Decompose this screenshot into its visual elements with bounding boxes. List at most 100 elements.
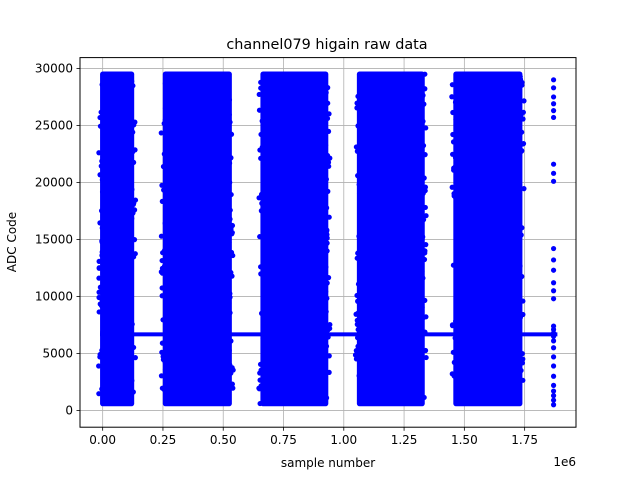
data-point	[257, 370, 263, 376]
data-point	[421, 394, 427, 401]
data-point	[259, 200, 265, 206]
data-point	[550, 338, 557, 344]
data-point	[419, 250, 425, 256]
data-point	[256, 91, 262, 98]
data-point	[550, 101, 557, 107]
data-point	[226, 160, 233, 166]
data-point	[99, 82, 105, 88]
data-point	[353, 356, 360, 362]
data-point	[422, 184, 429, 190]
data-point	[131, 159, 137, 166]
data-point	[322, 193, 328, 199]
data-point	[225, 169, 231, 175]
data-point	[229, 381, 235, 387]
data-point	[518, 112, 524, 118]
data-point	[550, 296, 557, 302]
data-point	[517, 76, 524, 82]
data-point	[324, 240, 330, 246]
x-tick-label: 1.50	[451, 433, 478, 447]
data-point	[453, 201, 459, 208]
y-tick-label: 15000	[35, 233, 73, 247]
data-point	[321, 205, 327, 211]
data-point	[417, 381, 424, 387]
data-point	[550, 114, 557, 121]
data-point	[355, 298, 361, 304]
data-point	[454, 337, 461, 343]
data-point	[323, 142, 329, 148]
y-tick-label: 25000	[35, 119, 73, 133]
data-point	[515, 264, 521, 270]
data-point	[324, 295, 330, 301]
data-point	[97, 172, 103, 178]
data-point	[258, 271, 264, 277]
data-point	[354, 321, 360, 327]
data-point	[354, 105, 360, 111]
data-point	[550, 388, 557, 394]
data-point	[98, 208, 105, 214]
data-point	[354, 255, 360, 261]
data-point	[100, 231, 107, 237]
data-point	[327, 321, 333, 328]
data-point	[259, 118, 265, 124]
data-point	[225, 320, 231, 327]
data-point	[161, 163, 167, 170]
data-point	[550, 257, 557, 263]
data-point	[516, 177, 522, 183]
data-point	[228, 155, 234, 161]
data-point	[323, 264, 329, 270]
data-point	[516, 94, 522, 100]
data-point	[356, 325, 362, 331]
data-point	[357, 366, 363, 372]
data-point	[355, 123, 361, 129]
data-point	[159, 265, 166, 271]
data-point	[127, 235, 133, 241]
data-point	[423, 354, 429, 361]
data-point	[164, 204, 170, 210]
data-point	[515, 166, 522, 173]
data-point	[519, 129, 525, 135]
data-point	[354, 335, 361, 341]
data-point	[129, 378, 135, 384]
data-point	[159, 182, 165, 188]
data-point	[418, 222, 424, 229]
data-point	[98, 163, 104, 169]
data-point	[99, 249, 105, 255]
data-point	[162, 117, 168, 123]
data-point	[516, 189, 523, 196]
data-point	[96, 294, 102, 301]
data-point	[322, 317, 328, 323]
data-point	[324, 280, 330, 286]
data-point	[163, 208, 170, 214]
data-point	[418, 86, 424, 92]
data-point	[326, 163, 332, 169]
plot-frame	[79, 57, 577, 428]
data-point	[130, 83, 136, 89]
data-point	[354, 317, 360, 324]
data-point	[321, 107, 327, 113]
data-point	[228, 191, 234, 198]
y-tick-label: 10000	[35, 290, 73, 304]
data-point	[225, 299, 232, 305]
data-point	[96, 265, 102, 271]
data-point	[99, 347, 105, 353]
data-point	[225, 144, 231, 150]
data-point	[353, 311, 359, 317]
data-point	[418, 172, 424, 178]
data-point	[353, 144, 359, 150]
data-point	[131, 344, 137, 351]
data-point	[159, 385, 165, 391]
data-point	[100, 288, 106, 294]
data-point	[128, 184, 134, 191]
data-point	[227, 310, 233, 316]
data-point	[453, 377, 459, 383]
data-point	[355, 250, 361, 256]
data-point	[227, 179, 233, 186]
data-point	[325, 85, 331, 91]
data-point	[98, 109, 104, 115]
data-point	[550, 363, 557, 369]
y-tick-label: 0	[65, 404, 73, 418]
data-point	[97, 284, 103, 290]
data-point	[162, 366, 169, 373]
data-point	[226, 275, 232, 281]
data-point	[227, 294, 233, 300]
